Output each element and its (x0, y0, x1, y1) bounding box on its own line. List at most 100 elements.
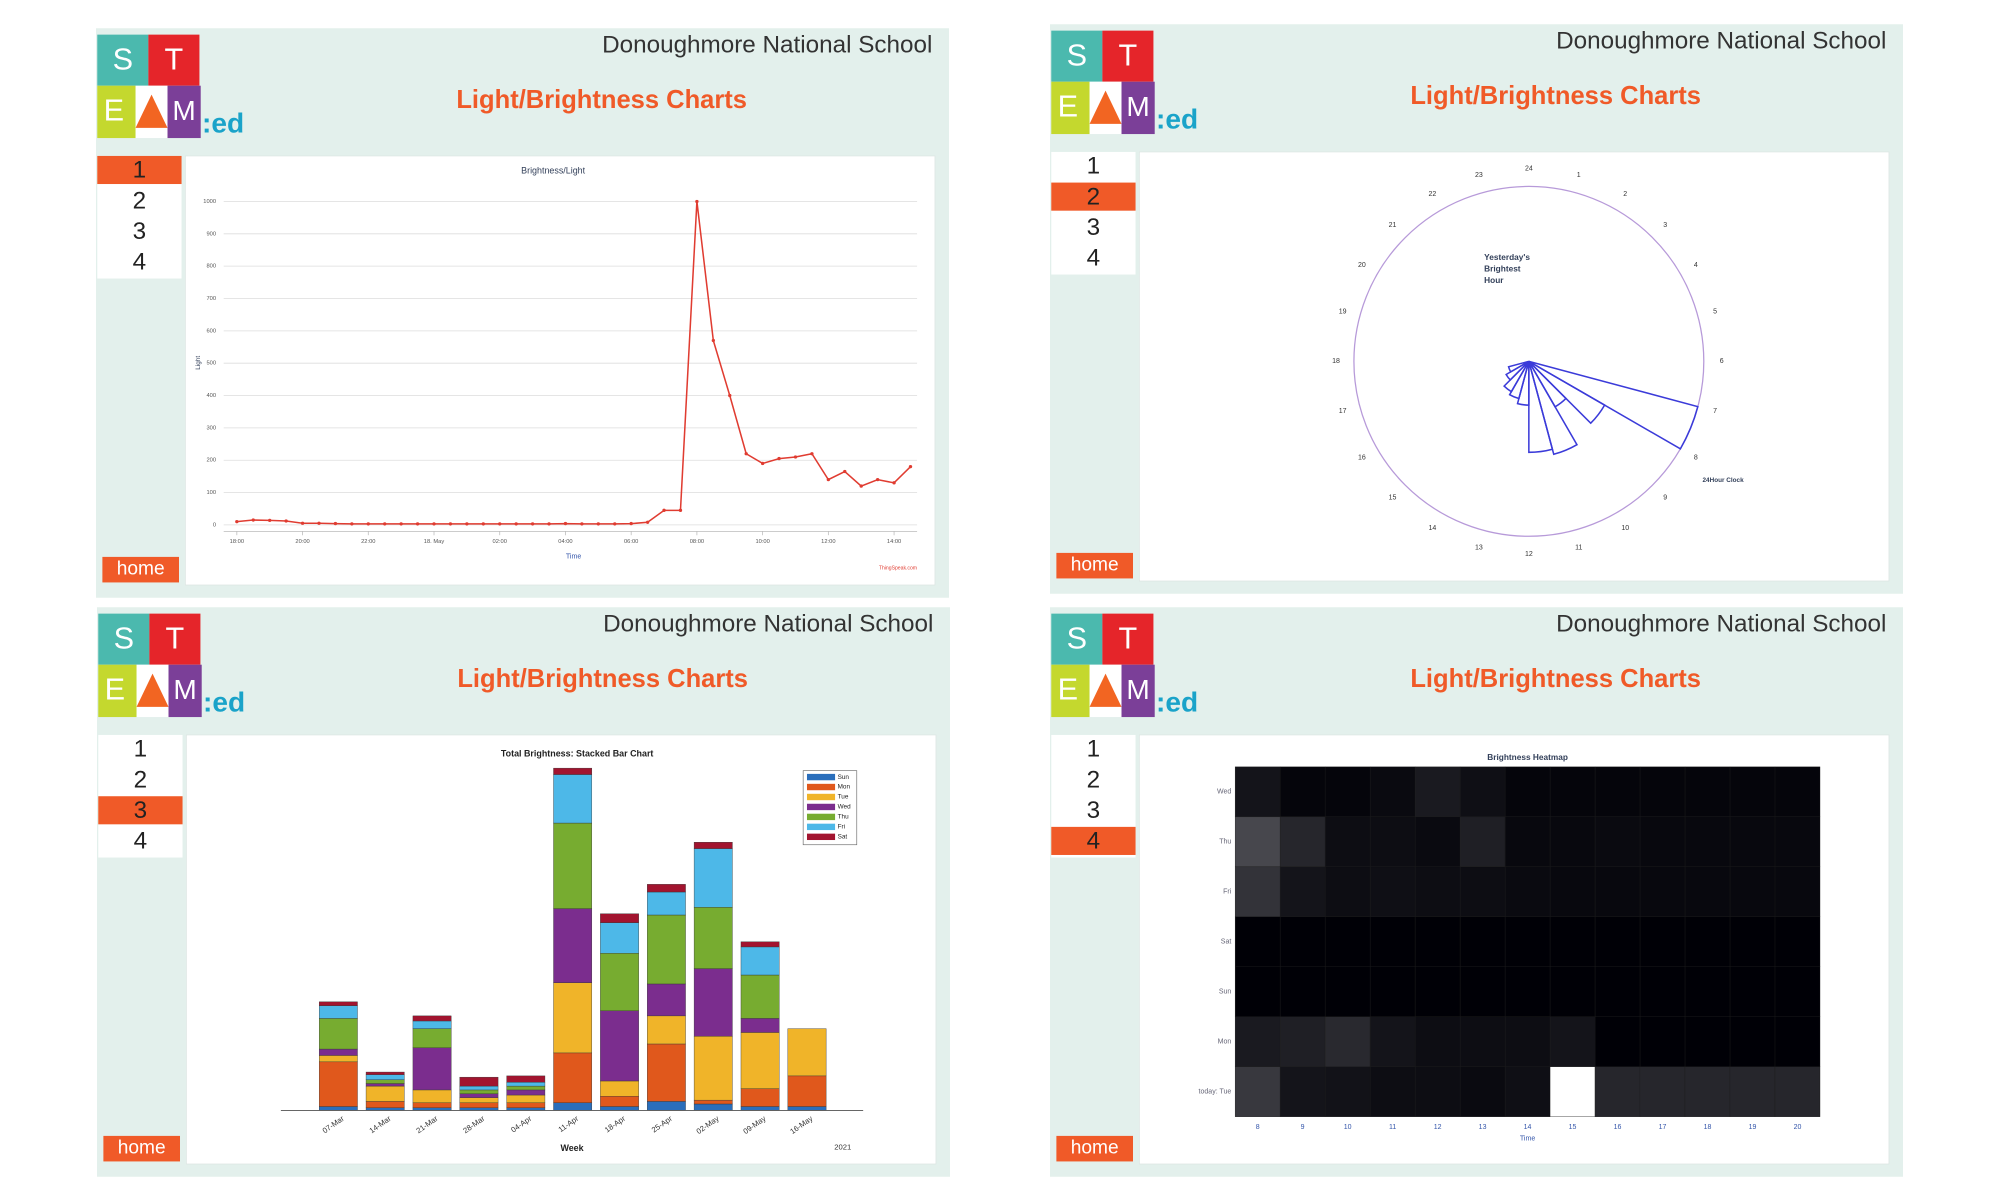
bar-segment (787, 1106, 827, 1111)
nav-item[interactable]: 2 (133, 187, 147, 214)
x-tick-label: 13 (1479, 1124, 1487, 1131)
y-tick-label: 300 (206, 425, 216, 431)
heat-cell (1234, 966, 1281, 1017)
nav-item[interactable]: 3 (133, 218, 147, 245)
logo-letter: E (105, 673, 125, 707)
data-point (268, 518, 272, 523)
logo-triangle (1089, 673, 1122, 707)
bar-segment (553, 982, 593, 1054)
data-point (300, 521, 305, 525)
bar-segment (506, 1094, 546, 1103)
legend-swatch (806, 803, 836, 811)
heat-cell (1324, 1066, 1371, 1117)
data-point (793, 455, 798, 459)
data-line (236, 201, 912, 525)
heat-cell (1549, 766, 1596, 818)
nav-item[interactable]: 3 (1087, 797, 1101, 824)
heat-cell (1369, 816, 1416, 868)
home-button[interactable] (103, 1135, 181, 1162)
data-point (514, 522, 518, 526)
bar-segment (365, 1101, 405, 1108)
x-tick-label: 18:00 (230, 539, 244, 545)
heat-cell (1684, 866, 1731, 918)
row-label: Fri (1223, 889, 1232, 896)
data-point (498, 522, 502, 526)
hour-label: 8 (1694, 455, 1698, 462)
logo-letter: M (1126, 91, 1149, 122)
legend-label: Sun (838, 774, 850, 781)
data-point (826, 477, 831, 482)
heat-cell (1594, 866, 1641, 918)
x-tick-label: 08:00 (690, 539, 704, 545)
nav-item[interactable]: 4 (133, 249, 147, 276)
hour-label: 14 (1429, 525, 1437, 532)
data-point (333, 521, 338, 526)
bar-segment (365, 1074, 405, 1080)
home-button[interactable] (1056, 552, 1134, 579)
bar-segment (459, 1093, 499, 1098)
nav-item[interactable]: 2 (134, 766, 148, 793)
heat-cell (1729, 1066, 1776, 1117)
logo-letter: T (166, 622, 185, 656)
bar-segment (740, 1106, 780, 1111)
home-label[interactable]: home (118, 1138, 166, 1159)
bar-segment (600, 953, 639, 1011)
heat-cell (1729, 766, 1776, 818)
hour-wedge (1507, 360, 1530, 373)
nav-item[interactable]: 2 (1087, 766, 1101, 793)
logo-letter: T (1119, 622, 1138, 656)
heat-cell (1234, 916, 1281, 967)
data-point (810, 452, 814, 456)
nav-item[interactable]: 3 (134, 797, 148, 824)
nav-item[interactable]: 1 (1087, 153, 1101, 180)
bar-segment (553, 774, 593, 824)
data-point (530, 522, 535, 526)
heat-cell (1279, 1016, 1326, 1067)
legend-label: Fri (838, 824, 845, 831)
nav-item[interactable]: 2 (1087, 183, 1101, 210)
x-tick-label: 18 (1704, 1124, 1712, 1131)
logo-tile (98, 613, 150, 665)
heat-cell (1369, 1016, 1416, 1067)
home-label[interactable]: home (1071, 1138, 1119, 1159)
heat-cell (1729, 916, 1776, 967)
nav-item[interactable]: 4 (1087, 828, 1101, 855)
legend-swatch (806, 823, 836, 831)
home-label[interactable]: home (117, 559, 165, 580)
hour-wedge (1505, 360, 1530, 381)
bar-segment (318, 1061, 358, 1107)
home-button[interactable] (1056, 1135, 1134, 1162)
nav-item[interactable]: 1 (1087, 736, 1101, 763)
data-point (843, 469, 847, 474)
x-tick-label: 14 (1524, 1124, 1532, 1131)
bar-segment (318, 1048, 358, 1056)
home-button[interactable] (102, 556, 180, 583)
logo-letter: E (1058, 673, 1078, 707)
bar-segment (459, 1102, 499, 1108)
dashboard-panel: S T E M:ed Donoughmore National School Light/… (1050, 24, 1903, 594)
bar-segment (318, 1055, 358, 1063)
hour-label: 17 (1339, 408, 1347, 415)
bar-segment (365, 1079, 405, 1084)
data-point (399, 522, 403, 526)
nav-item[interactable]: 4 (134, 828, 148, 855)
hour-wedge (1503, 360, 1530, 393)
bar-segment (553, 908, 593, 983)
bar-segment (740, 1018, 780, 1033)
nav-item[interactable]: 4 (1087, 245, 1101, 272)
x-tick-label: 10:00 (755, 539, 769, 545)
nav-item[interactable]: 1 (133, 157, 147, 184)
home-label[interactable]: home (1071, 555, 1119, 576)
bar-segment (740, 1032, 780, 1089)
bar-segment (318, 1001, 358, 1006)
x-tick-label: 12 (1434, 1124, 1442, 1131)
bar-segment (600, 913, 639, 923)
nav-item[interactable]: 1 (134, 736, 148, 763)
bar-segment (600, 1010, 639, 1082)
y-tick-label: 900 (206, 231, 216, 237)
logo-tile (97, 34, 149, 86)
x-tick-label: 10 (1344, 1124, 1352, 1131)
nav-item[interactable]: 3 (1087, 214, 1101, 241)
row-label: Wed (1217, 789, 1231, 796)
logo-tile (167, 85, 201, 139)
